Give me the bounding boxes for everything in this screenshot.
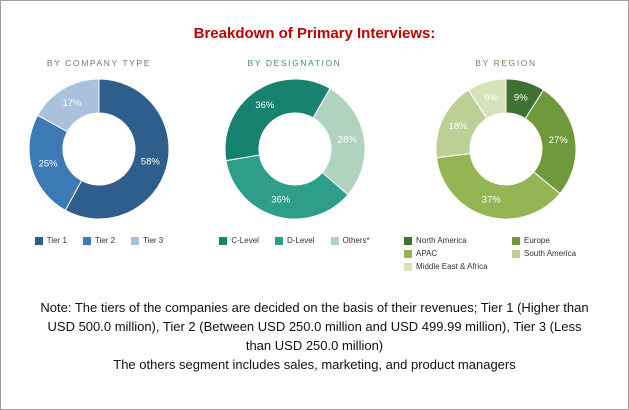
legend-swatch-tier-1 bbox=[34, 236, 43, 245]
legend-swatch-c-level bbox=[219, 236, 228, 245]
slice-percent-label-c-level: 36% bbox=[255, 100, 275, 111]
slice-percent-label-others: 28% bbox=[337, 135, 357, 146]
legend-item-c-level: C-Level bbox=[219, 236, 259, 245]
legend-swatch-europe bbox=[512, 236, 520, 245]
legend-swatch-d-level bbox=[274, 236, 283, 245]
note-text: Note: The tiers of the companies are dec… bbox=[37, 299, 592, 374]
legend-swatch-north-america bbox=[404, 236, 412, 245]
legend-item-tier-3: Tier 3 bbox=[131, 236, 163, 245]
slice-percent-label-d-level: 36% bbox=[271, 195, 291, 206]
legend-swatch-tier-2 bbox=[82, 236, 91, 245]
slice-percent-label-tier-2: 25% bbox=[39, 158, 59, 169]
legend-company-type: Tier 1 Tier 2 Tier 3 bbox=[34, 236, 163, 245]
legend-label-north-america: North America bbox=[416, 236, 467, 245]
legend-item-others: Others* bbox=[330, 236, 370, 245]
donut-slice-middle-east-africa bbox=[467, 78, 507, 120]
legend-swatch-south-america bbox=[512, 249, 520, 258]
donut-region: 9% 27% 37% 18% 9% bbox=[431, 74, 581, 224]
chart-designation: BY DESIGNATION 28% 36% 36% C-Level D-Level O… bbox=[195, 58, 395, 245]
slice-percent-label-europe: 27% bbox=[549, 135, 569, 146]
chart-company-type: BY COMPANY TYPE 58% 25% 17% Tier 1 Tier 2 Ti… bbox=[9, 58, 189, 245]
slice-percent-label-tier-3: 17% bbox=[62, 98, 82, 109]
chart-region: BY REGION 9% 27% 37% 18% 9% North America Eur… bbox=[400, 58, 612, 271]
donut-slice-apac bbox=[435, 152, 561, 220]
charts-row: BY COMPANY TYPE 58% 25% 17% Tier 1 Tier 2 Ti… bbox=[1, 58, 628, 271]
donut-slice-tier-1 bbox=[64, 78, 170, 220]
note-line-tiers: Note: The tiers of the companies are dec… bbox=[40, 300, 589, 353]
legend-label-apac: APAC bbox=[416, 249, 438, 258]
legend-item-south-america: South America bbox=[512, 249, 608, 258]
donut-slice-c-level bbox=[224, 78, 331, 162]
donut-slice-d-level bbox=[224, 154, 349, 220]
legend-item-apac: APAC bbox=[404, 249, 508, 258]
legend-swatch-middle-east-africa bbox=[404, 262, 412, 271]
legend-label-south-america: South America bbox=[524, 249, 577, 258]
legend-label-d-level: D-Level bbox=[286, 236, 315, 245]
legend-item-d-level: D-Level bbox=[274, 236, 315, 245]
legend-label-c-level: C-Level bbox=[231, 236, 259, 245]
legend-label-tier-3: Tier 3 bbox=[143, 236, 164, 245]
slice-percent-label-middle-east-africa: 9% bbox=[484, 93, 498, 104]
legend-swatch-tier-3 bbox=[131, 236, 140, 245]
legend-designation: C-Level D-Level Others* bbox=[219, 236, 370, 245]
chart-title-designation: BY DESIGNATION bbox=[247, 58, 342, 68]
legend-label-tier-2: Tier 2 bbox=[94, 236, 116, 245]
page-title: Breakdown of Primary Interviews: bbox=[193, 25, 436, 42]
donut-svg: 9% 27% 37% 18% 9% bbox=[435, 78, 577, 220]
slice-percent-label-tier-1: 58% bbox=[141, 157, 161, 168]
donut-slice-others bbox=[311, 87, 365, 196]
chart-title-company-type: BY COMPANY TYPE bbox=[46, 58, 152, 68]
donut-designation: 28% 36% 36% bbox=[220, 74, 370, 224]
legend-swatch-others bbox=[330, 236, 339, 245]
donut-svg: 28% 36% 36% bbox=[224, 78, 365, 220]
legend-swatch-apac bbox=[404, 249, 412, 258]
slice-percent-label-south-america: 18% bbox=[448, 121, 468, 132]
slice-percent-label-apac: 37% bbox=[482, 194, 502, 205]
legend-item-tier-1: Tier 1 bbox=[34, 236, 67, 245]
note-line-others: The others segment includes sales, marke… bbox=[113, 356, 516, 372]
legend-label-europe: Europe bbox=[524, 236, 550, 245]
slice-percent-label-north-america: 9% bbox=[514, 93, 528, 104]
legend-item-tier-2: Tier 2 bbox=[82, 236, 116, 245]
donut-svg: 58% 25% 17% bbox=[28, 78, 170, 220]
donut-company-type: 58% 25% 17% bbox=[24, 74, 174, 224]
donut-slice-europe bbox=[524, 89, 577, 195]
legend-region: North America Europe APAC South America Midd… bbox=[404, 236, 608, 271]
legend-label-middle-east-africa: Middle East & Africa bbox=[416, 262, 488, 271]
donut-slice-tier-3 bbox=[36, 78, 100, 133]
legend-label-others: Others* bbox=[342, 236, 370, 245]
chart-title-region: BY REGION bbox=[475, 58, 537, 68]
legend-item-north-america: North America bbox=[404, 236, 508, 245]
legend-label-tier-1: Tier 1 bbox=[46, 236, 67, 245]
legend-item-middle-east-africa: Middle East & Africa bbox=[404, 262, 508, 271]
legend-item-europe: Europe bbox=[512, 236, 608, 245]
